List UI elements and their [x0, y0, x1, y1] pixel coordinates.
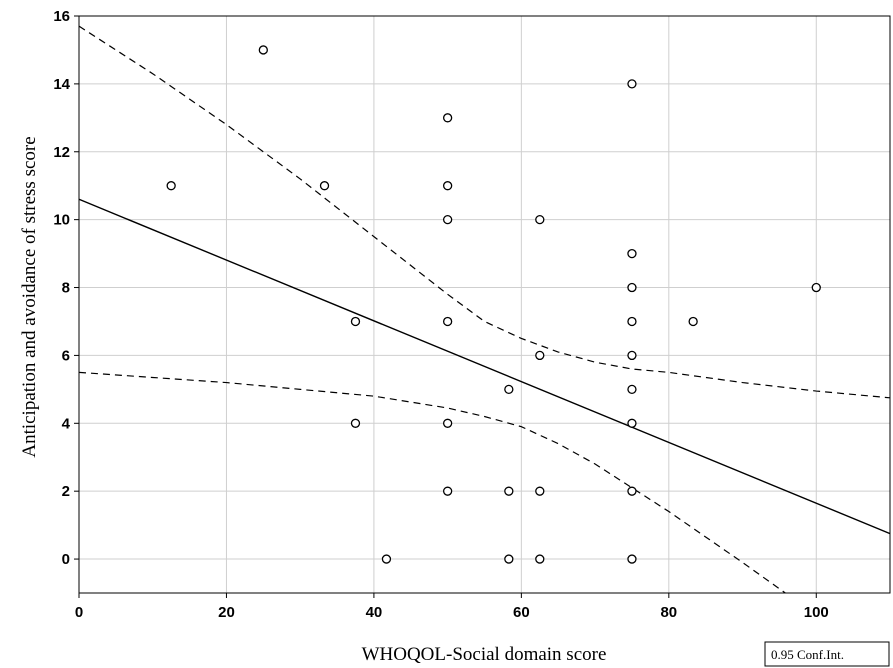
legend: 0.95 Conf.Int. — [764, 641, 890, 667]
data-point — [504, 384, 514, 395]
data-point — [627, 248, 637, 259]
y-tick-label: 2 — [62, 483, 70, 500]
confidence-lower-line — [78, 371, 786, 594]
y-tick-label: 8 — [62, 280, 70, 297]
confidence-upper-line — [78, 25, 891, 399]
data-point — [627, 316, 637, 327]
data-point — [350, 418, 361, 428]
regression-line — [78, 198, 891, 535]
x-tick-label: 80 — [660, 604, 677, 621]
data-point — [535, 554, 545, 564]
data-points — [166, 45, 821, 564]
data-point — [627, 79, 637, 89]
data-point — [442, 316, 453, 327]
confidence-band — [78, 25, 891, 594]
legend-box — [764, 641, 890, 667]
data-point — [627, 282, 637, 293]
data-point — [535, 214, 545, 225]
y-axis-title: Anticipation and avoidance of stress sco… — [19, 136, 40, 457]
data-point — [381, 554, 392, 564]
data-point — [627, 418, 637, 428]
x-tick-label: 100 — [804, 604, 829, 621]
data-point — [627, 486, 637, 496]
y-tick-label: 14 — [53, 76, 70, 93]
data-point — [258, 45, 268, 55]
data-point — [442, 486, 453, 496]
y-tick-label: 6 — [62, 347, 70, 364]
y-tick-label: 0 — [62, 551, 70, 568]
data-point — [442, 418, 453, 428]
data-point — [504, 554, 514, 564]
y-tick-label: 4 — [62, 415, 71, 432]
plot-area-frame — [78, 15, 891, 594]
y-tick-label: 10 — [53, 212, 70, 229]
data-point — [535, 350, 545, 361]
y-tick-label: 16 — [53, 8, 70, 25]
x-axis-title: WHOQOL-Social domain score — [362, 644, 607, 665]
regression-line-group — [78, 198, 891, 535]
data-point — [688, 316, 698, 327]
data-point — [319, 181, 330, 191]
data-point — [442, 214, 453, 225]
data-point — [504, 486, 514, 496]
y-axis-tick-labels: 0 2 4 6 8 10 12 14 16 — [53, 8, 79, 568]
x-tick-label: 20 — [218, 604, 235, 621]
x-tick-label: 0 — [75, 604, 83, 621]
data-point — [442, 113, 453, 123]
y-tick-label: 12 — [53, 144, 70, 161]
data-point — [350, 316, 361, 327]
grid-lines — [79, 16, 890, 593]
x-tick-label: 40 — [366, 604, 383, 621]
data-point — [442, 181, 453, 191]
data-point — [627, 350, 637, 361]
data-point — [627, 384, 637, 395]
data-point — [535, 486, 545, 496]
x-tick-label: 60 — [513, 604, 530, 621]
x-axis-tick-labels: 0 20 40 60 80 100 — [75, 593, 829, 621]
data-point — [627, 554, 637, 564]
data-point — [811, 282, 821, 293]
data-point — [166, 181, 176, 191]
legend-label: 0.95 Conf.Int. — [771, 647, 844, 662]
